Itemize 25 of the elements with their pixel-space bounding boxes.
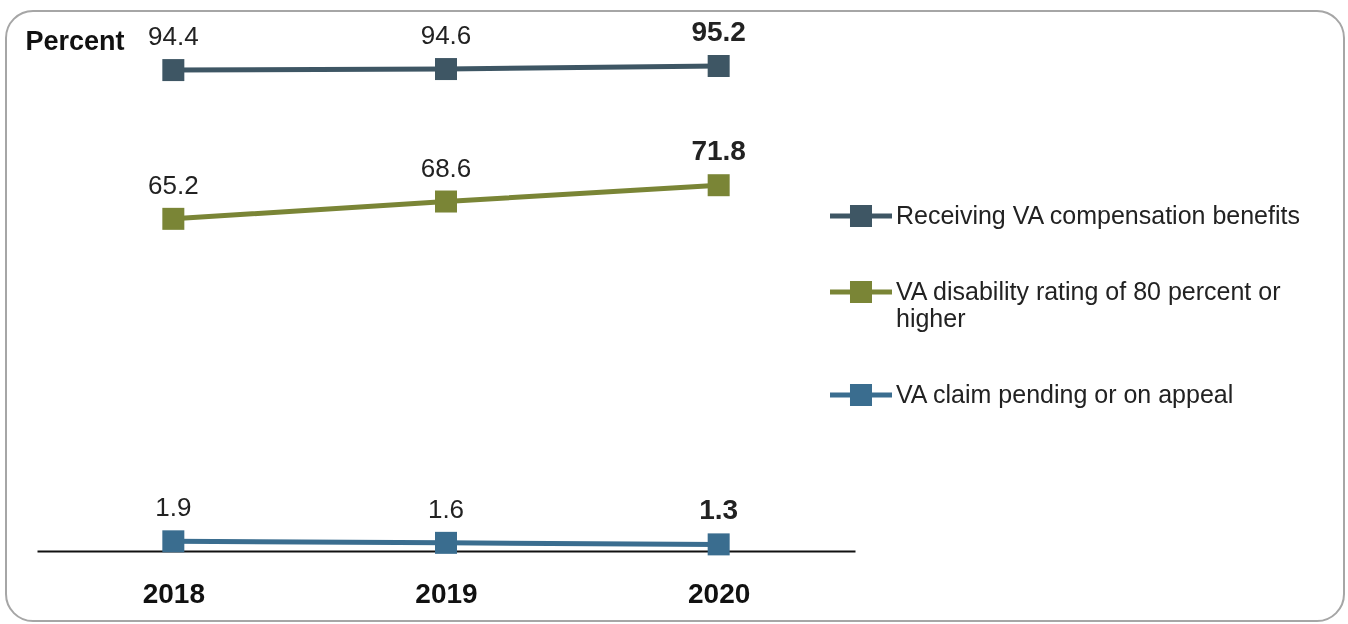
point bbox=[435, 531, 457, 554]
point bbox=[707, 533, 730, 556]
point bbox=[435, 58, 457, 81]
data-label: 65.2 bbox=[148, 169, 199, 200]
point bbox=[707, 55, 730, 77]
point bbox=[707, 174, 730, 197]
point bbox=[162, 59, 185, 82]
y-axis-title: Percent bbox=[25, 25, 125, 56]
x-tick-label: 2020 bbox=[688, 577, 751, 609]
point bbox=[162, 207, 185, 230]
legend-label: Receiving VA compensation benefits bbox=[896, 201, 1300, 229]
x-tick-label: 2019 bbox=[415, 577, 478, 609]
data-label: 1.9 bbox=[155, 492, 192, 523]
data-label: 1.6 bbox=[427, 493, 465, 524]
point bbox=[162, 530, 185, 553]
data-label: 95.2 bbox=[691, 16, 746, 47]
data-label: 94.6 bbox=[420, 20, 472, 51]
data-label: 94.4 bbox=[148, 21, 199, 52]
x-tick-label: 2018 bbox=[142, 577, 205, 609]
point bbox=[435, 190, 457, 213]
data-label: 71.8 bbox=[691, 135, 746, 167]
data-label: 1.3 bbox=[699, 494, 739, 526]
data-label: 68.6 bbox=[420, 152, 472, 183]
legend-label: VA disability rating of 80 percent or higher bbox=[896, 277, 1281, 332]
legend-label: VA claim pending or on appeal bbox=[896, 380, 1234, 408]
